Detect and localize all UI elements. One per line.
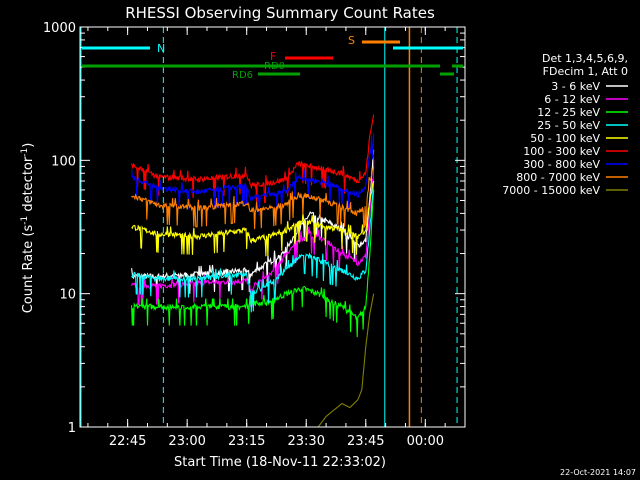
flag-label-f: F <box>270 50 276 63</box>
flag-bars: N S F RD0 RD6 <box>82 34 463 81</box>
x-tick-label-0: 22:45 <box>109 434 146 449</box>
y-tick-label-0: 1 <box>68 421 76 436</box>
y-axis-label: Count Rate (s-1 detector-1) <box>20 143 36 314</box>
legend-label-6: 300 - 800 keV <box>523 158 600 171</box>
legend-label-7: 800 - 7000 keV <box>516 171 600 184</box>
legend-label-1: 6 - 12 keV <box>544 93 600 106</box>
legend-label-8: 7000 - 15000 keV <box>502 184 600 197</box>
x-axis-label: Start Time (18-Nov-11 22:33:02) <box>174 455 386 470</box>
legend-header-1: FDecim 1, Att 0 <box>543 65 628 78</box>
legend-label-4: 50 - 100 keV <box>530 132 600 145</box>
series-line-6 <box>131 133 375 216</box>
y-tick-label-3: 1000 <box>43 21 76 36</box>
flag-label-rd0: RD0 <box>264 61 285 72</box>
ticks-layer: 22:45 23:00 23:15 23:30 23:45 00:00 1 10 100 1000 <box>43 21 466 449</box>
legend-header-0: Det 1,3,4,5,6,9, <box>542 52 628 65</box>
legend-label-2: 12 - 25 keV <box>537 106 600 119</box>
x-tick-label-4: 23:45 <box>347 434 384 449</box>
series-line-5 <box>131 114 375 204</box>
x-tick-label-1: 23:00 <box>168 434 205 449</box>
legend-label-3: 25 - 50 keV <box>537 119 600 132</box>
series-line-0 <box>131 149 375 296</box>
y-tick-label-1: 10 <box>59 288 76 303</box>
series-line-7 <box>131 166 375 230</box>
footer-date: 22-Oct-2021 14:07 <box>560 468 636 477</box>
series-line-3 <box>131 180 375 313</box>
x-tick-label-5: 00:00 <box>407 434 444 449</box>
x-tick-label-2: 23:15 <box>228 434 265 449</box>
chart-title: RHESSI Observing Summary Count Rates <box>125 4 435 22</box>
legend-label-5: 100 - 300 keV <box>523 145 600 158</box>
y-axis-label-end: ) <box>21 143 36 148</box>
plot-area: 22:45 23:00 23:15 23:30 23:45 00:00 1 10 100 1000 <box>43 21 466 449</box>
plot-frame <box>79 26 466 428</box>
y-axis-label-sup1: -1 <box>20 216 30 225</box>
legend-label-0: 3 - 6 keV <box>551 80 600 93</box>
series-line-8 <box>317 293 375 428</box>
annotation-layer <box>80 27 458 427</box>
flag-label-rd6: RD6 <box>232 70 253 81</box>
y-axis-label-mid: detector <box>21 156 36 216</box>
y-axis-label-sup2: -1 <box>20 148 30 157</box>
series-layer <box>131 114 375 428</box>
flag-label-n: N <box>157 42 165 55</box>
x-tick-label-3: 23:30 <box>288 434 325 449</box>
series-line-4 <box>131 180 375 257</box>
y-axis-label-main: Count Rate (s <box>21 225 36 314</box>
legend: Det 1,3,4,5,6,9,FDecim 1, Att 0 3 - 6 keV… <box>502 52 628 197</box>
flag-label-s: S <box>348 34 355 47</box>
y-tick-label-2: 100 <box>51 154 76 169</box>
